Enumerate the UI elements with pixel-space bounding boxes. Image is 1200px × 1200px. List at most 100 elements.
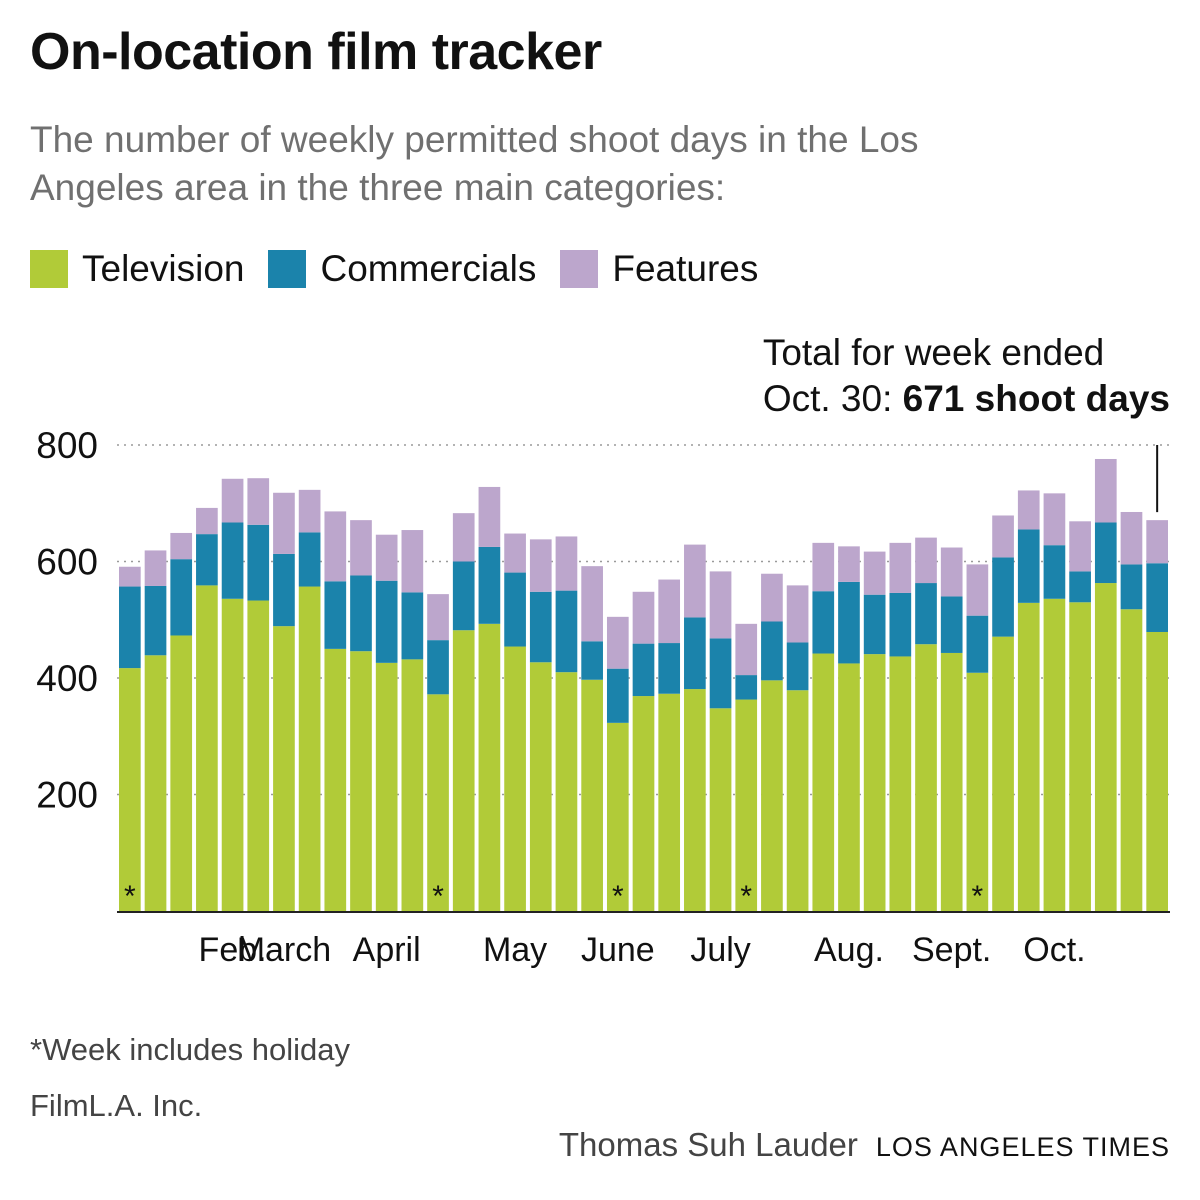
bar-television-30 [889,656,912,911]
legend: Television Commercials Features [30,248,782,290]
bar-television-6 [273,626,295,911]
bars [119,458,1168,911]
bar-features-21 [658,579,681,644]
publisher-logo: LOS ANGELES TIMES [875,1132,1170,1162]
bar-television-7 [298,586,321,911]
bar-commercials-40 [1146,563,1168,632]
bar-television-10 [375,662,398,911]
bar-television-35 [1017,602,1040,911]
bar-commercials-9 [350,575,372,652]
bar-television-4 [221,598,244,911]
bar-commercials-35 [1017,529,1040,603]
legend-item-commercials: Commercials [268,248,536,290]
stacked-bar-chart: 200 400 600 800 * * * * * Feb.March April May June Ju… [36,425,1170,969]
bar-features-24 [735,623,758,676]
bar-features-30 [889,542,912,593]
bar-commercials-36 [1043,545,1066,599]
bar-features-1 [144,550,167,586]
bar-television-21 [658,693,681,911]
bar-commercials-20 [632,643,655,697]
bar-television-37 [1069,602,1091,911]
bar-television-5 [247,600,270,911]
bar-television-40 [1146,631,1168,911]
bar-television-16 [529,662,552,911]
bar-features-3 [196,507,218,535]
bar-television-8 [324,648,347,911]
bar-commercials-14 [478,546,501,624]
bar-television-1 [144,655,167,911]
bar-television-38 [1094,583,1117,911]
author-credit: Thomas Suh Lauder [558,1126,858,1163]
annotation-total: 671 shoot days [902,378,1170,419]
bar-commercials-39 [1120,564,1143,610]
bar-television-9 [350,651,372,911]
bar-television-39 [1120,609,1143,911]
bar-features-26 [786,585,809,643]
bar-features-18 [581,566,603,642]
bar-commercials-8 [324,581,347,649]
bar-features-12 [427,594,449,641]
bar-television-24 [735,699,758,911]
bar-television-12 [427,694,449,911]
bar-commercials-19 [606,668,629,723]
bar-commercials-15 [504,572,526,647]
bar-commercials-21 [658,643,681,694]
bar-features-27 [812,542,835,592]
legend-item-television: Television [30,248,244,290]
bar-television-33 [966,672,989,911]
bar-features-4 [221,478,244,523]
bar-commercials-10 [375,580,398,663]
bar-television-18 [581,679,603,911]
bar-features-38 [1094,458,1117,523]
y-tick-label: 600 [36,542,98,583]
latest-week-annotation: Total for week ended Oct. 30: 671 shoot … [763,330,1170,422]
bar-commercials-17 [555,590,578,673]
bar-television-13 [452,630,475,911]
month-label: March [237,931,331,969]
bar-commercials-27 [812,591,835,654]
annotation-line-2: Oct. 30: 671 shoot days [763,376,1170,422]
bar-features-13 [452,513,475,562]
bar-commercials-28 [838,581,860,664]
legend-label-features: Features [612,248,759,289]
bar-commercials-2 [170,559,193,636]
annotation-date: Oct. 30: [762,378,903,419]
bar-features-29 [863,551,886,595]
bar-commercials-22 [684,617,706,690]
bar-commercials-30 [889,592,912,657]
bar-features-28 [838,546,860,582]
bar-commercials-32 [940,596,963,653]
bar-commercials-12 [427,640,449,695]
bar-features-37 [1069,521,1091,572]
bar-television-36 [1043,598,1066,911]
bar-television-2 [170,635,193,911]
bar-television-32 [940,652,963,911]
bar-commercials-1 [144,585,167,656]
y-tick-label: 800 [36,425,98,466]
bar-commercials-16 [529,591,552,663]
bar-features-9 [350,520,372,576]
bar-commercials-24 [735,675,758,700]
bar-commercials-29 [863,594,886,655]
bar-features-40 [1146,520,1168,564]
bar-television-0 [119,668,141,911]
bar-commercials-13 [452,561,475,631]
bar-commercials-33 [966,615,989,673]
bar-features-25 [761,573,783,622]
legend-swatch-features [560,250,599,288]
chart-title: On-location film tracker [30,23,602,81]
bar-television-14 [478,623,501,911]
legend-item-features: Features [560,248,758,290]
bar-television-28 [838,663,860,911]
bar-features-6 [273,492,295,554]
holiday-footnote: *Week includes holiday [30,1032,350,1067]
legend-swatch-commercials [268,250,307,288]
holiday-marker: * [612,880,624,913]
month-label: Feb. [199,931,267,969]
bar-commercials-26 [786,642,809,691]
bar-television-23 [709,708,732,911]
bar-features-39 [1120,511,1143,565]
bar-television-22 [684,689,706,911]
credit-line: Thomas Suh Lauder LOS ANGELES TIMES [559,1126,1170,1164]
month-label: May [483,931,547,969]
